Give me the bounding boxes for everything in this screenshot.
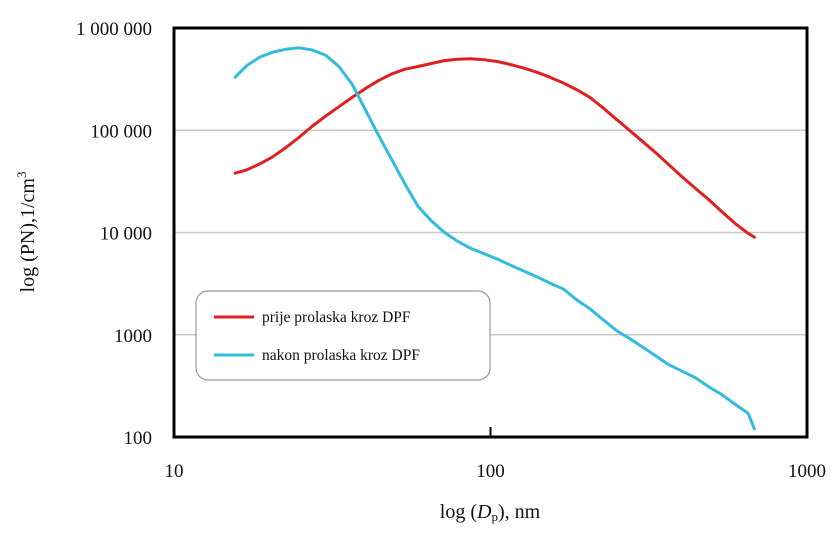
series-line-1 [233, 46, 756, 431]
y-axis-title: log (PN),1/cm3 [14, 172, 39, 293]
x-tick-label-0: 10 [165, 461, 184, 482]
y-tick-labels: 100 1000 10 000 100 000 1 000 000 [76, 19, 152, 449]
legend-label-prije: prije prolaska kroz DPF [262, 309, 411, 326]
x-tick-label-1: 100 [476, 461, 505, 482]
series-line-0 [233, 57, 756, 239]
y-tick-label-0: 100 [124, 428, 153, 449]
y-tick-label-3: 100 000 [90, 121, 152, 142]
legend-box [195, 290, 491, 381]
y-tick-label-4: 1 000 000 [76, 19, 152, 40]
x-tick-label-2: 1000 [788, 461, 826, 482]
legend-label-nakon: nakon prolaska kroz DPF [262, 347, 420, 364]
y-tick-label-2: 10 000 [100, 224, 152, 245]
x-axis-title: log (Dp), nm [440, 501, 541, 524]
series-layer [233, 46, 756, 431]
x-tick-labels: 10 100 1000 [165, 461, 827, 482]
y-tick-label-1: 1000 [114, 326, 152, 347]
legend: prije prolaska kroz DPF nakon prolaska k… [195, 290, 491, 381]
